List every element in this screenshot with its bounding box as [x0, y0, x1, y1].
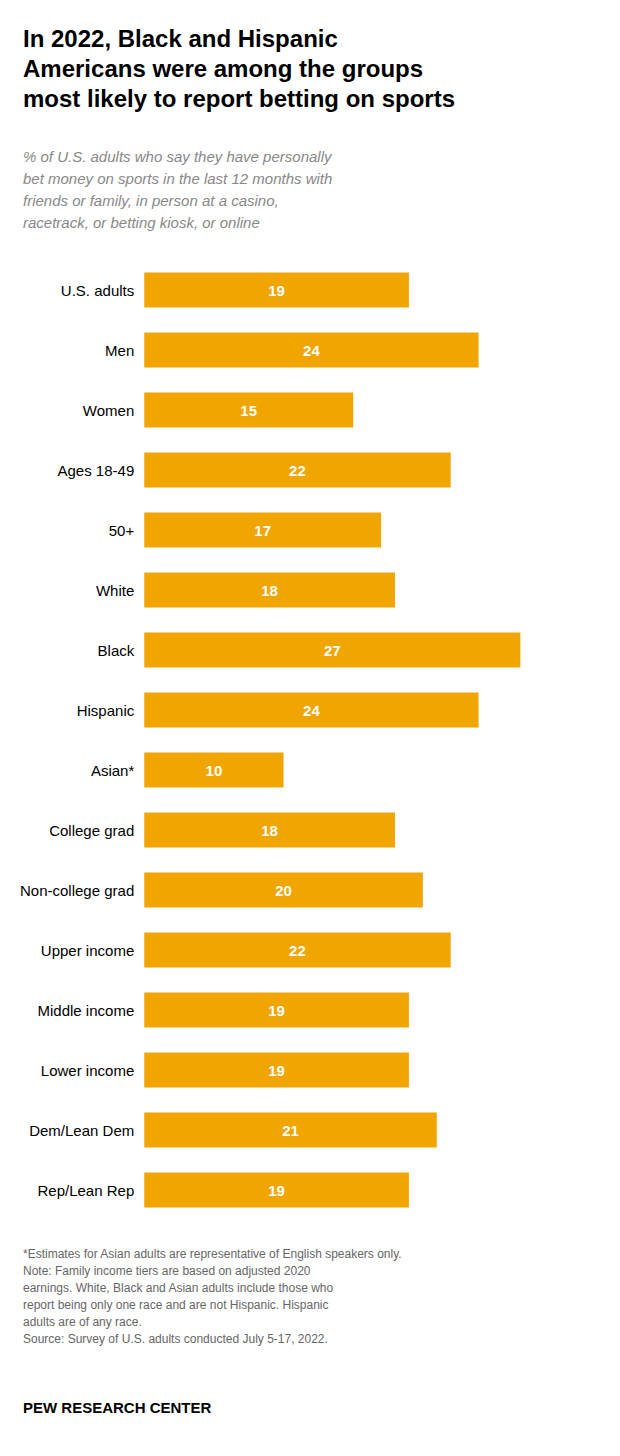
- svg-text:earnings. White, Black and Asi: earnings. White, Black and Asian adults …: [23, 1281, 334, 1295]
- svg-text:bet money on sports in the las: bet money on sports in the last 12 month…: [23, 170, 332, 187]
- svg-text:College grad: College grad: [49, 822, 134, 839]
- svg-text:report being only one race and: report being only one race and are not H…: [23, 1298, 329, 1312]
- svg-text:21: 21: [282, 1122, 299, 1139]
- svg-text:18: 18: [261, 822, 278, 839]
- svg-text:most likely to report betting: most likely to report betting on sports: [23, 85, 455, 112]
- svg-text:Men: Men: [105, 342, 134, 359]
- svg-text:20: 20: [275, 882, 292, 899]
- svg-text:50+: 50+: [109, 522, 135, 539]
- svg-text:24: 24: [303, 342, 320, 359]
- svg-text:17: 17: [254, 522, 271, 539]
- svg-text:racetrack, or betting kiosk, o: racetrack, or betting kiosk, or online: [23, 214, 260, 231]
- svg-text:U.S. adults: U.S. adults: [61, 282, 134, 299]
- svg-text:Middle income: Middle income: [38, 1002, 135, 1019]
- svg-text:Women: Women: [83, 402, 134, 419]
- svg-text:Upper income: Upper income: [41, 942, 134, 959]
- svg-text:Black: Black: [98, 642, 135, 659]
- svg-text:19: 19: [268, 282, 285, 299]
- svg-text:Hispanic: Hispanic: [77, 702, 135, 719]
- svg-text:Source: Survey of U.S. adults: Source: Survey of U.S. adults conducted …: [23, 1332, 328, 1346]
- svg-text:friends or family, in person a: friends or family, in person at a casino…: [23, 192, 279, 209]
- svg-text:Ages 18-49: Ages 18-49: [58, 462, 135, 479]
- svg-text:PEW RESEARCH CENTER: PEW RESEARCH CENTER: [23, 1399, 212, 1416]
- svg-text:15: 15: [240, 402, 257, 419]
- svg-text:adults are of any race.: adults are of any race.: [23, 1315, 142, 1329]
- svg-text:% of U.S. adults who say they: % of U.S. adults who say they have perso…: [23, 148, 333, 165]
- svg-text:22: 22: [289, 462, 306, 479]
- svg-text:In 2022, Black and Hispanic: In 2022, Black and Hispanic: [23, 25, 338, 52]
- svg-text:27: 27: [324, 642, 341, 659]
- svg-text:19: 19: [268, 1182, 285, 1199]
- svg-text:Lower income: Lower income: [41, 1062, 134, 1079]
- svg-text:22: 22: [289, 942, 306, 959]
- svg-text:24: 24: [303, 702, 320, 719]
- svg-text:Non-college grad: Non-college grad: [20, 882, 134, 899]
- svg-text:*Estimates for Asian adults ar: *Estimates for Asian adults are represen…: [23, 1247, 402, 1261]
- svg-text:18: 18: [261, 582, 278, 599]
- svg-text:10: 10: [206, 762, 223, 779]
- svg-text:White: White: [96, 582, 134, 599]
- svg-text:Note: Family income tiers are: Note: Family income tiers are based on a…: [23, 1264, 311, 1278]
- svg-text:Rep/Lean Rep: Rep/Lean Rep: [37, 1182, 134, 1199]
- svg-text:19: 19: [268, 1002, 285, 1019]
- svg-text:Dem/Lean Dem: Dem/Lean Dem: [29, 1122, 134, 1139]
- svg-text:Asian*: Asian*: [91, 762, 135, 779]
- svg-text:Americans were among the group: Americans were among the groups: [23, 55, 423, 82]
- svg-text:19: 19: [268, 1062, 285, 1079]
